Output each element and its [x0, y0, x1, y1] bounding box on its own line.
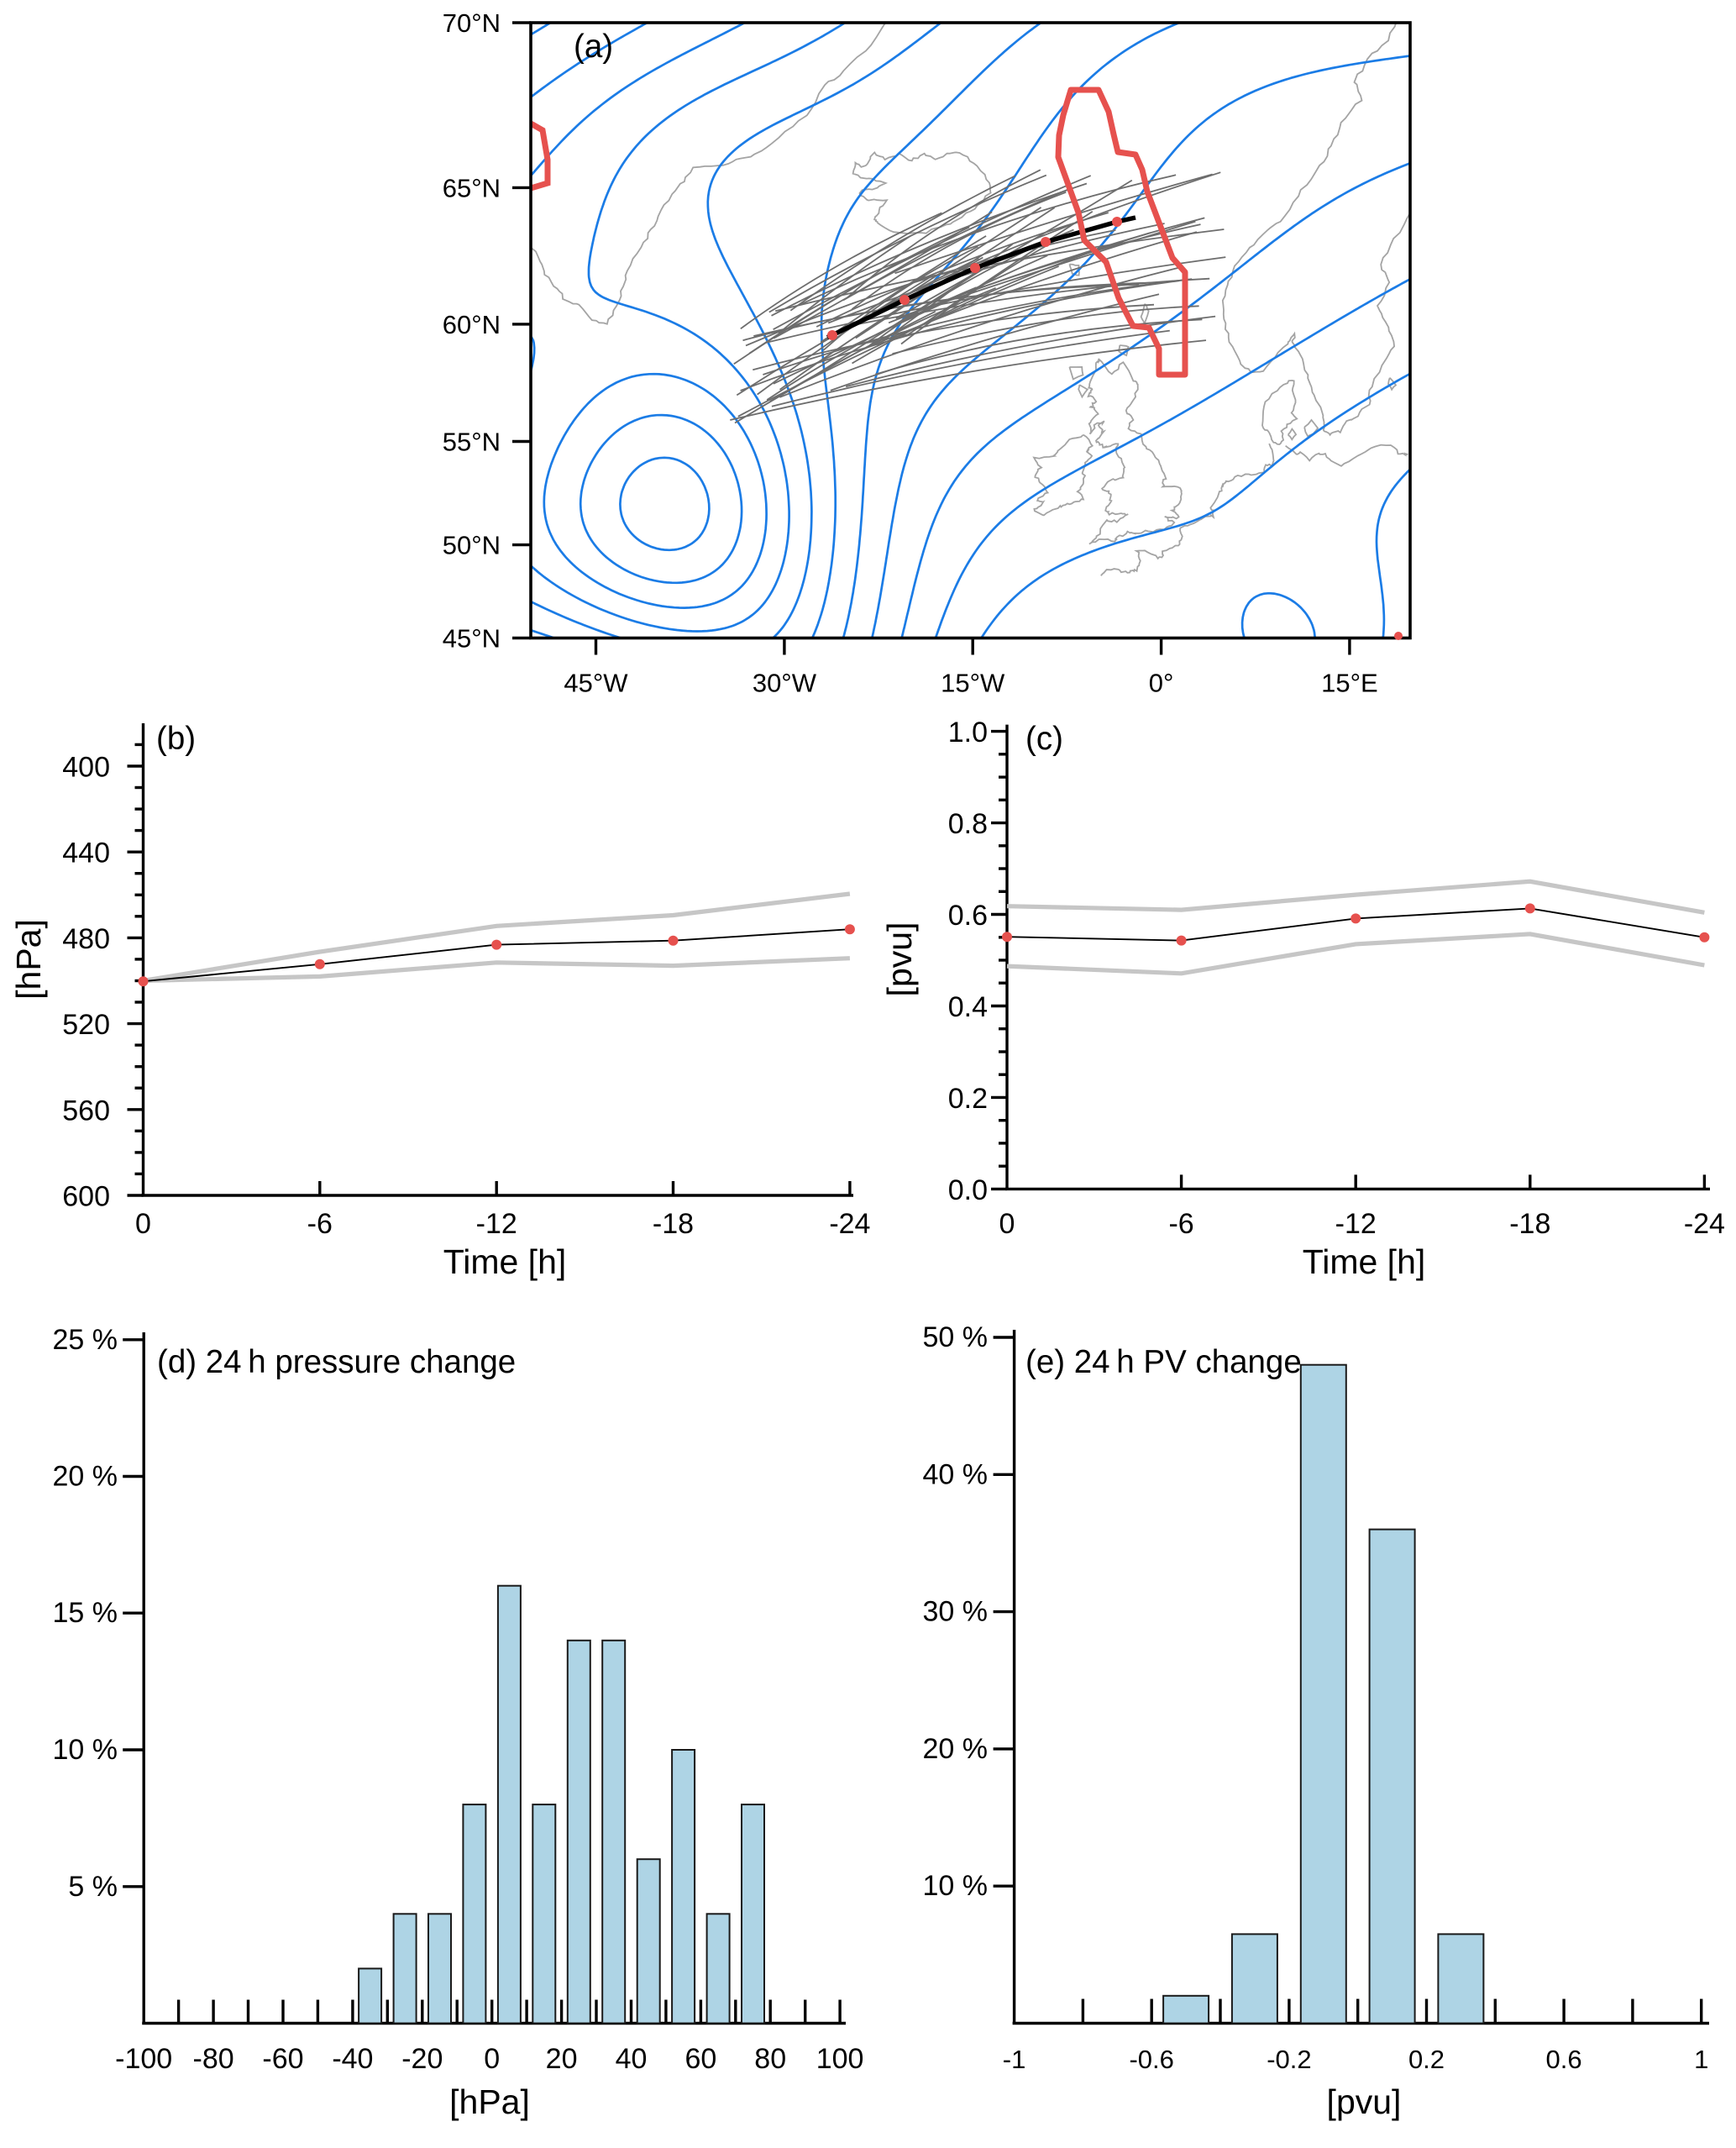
- svg-text:-18: -18: [653, 1208, 694, 1240]
- svg-text:-40: -40: [332, 2043, 373, 2075]
- svg-text:60°N: 60°N: [443, 310, 501, 339]
- svg-text:20 %: 20 %: [53, 1461, 118, 1493]
- svg-text:15 %: 15 %: [53, 1597, 118, 1629]
- svg-text:0.2: 0.2: [1408, 2045, 1445, 2074]
- svg-text:1: 1: [1694, 2045, 1708, 2074]
- svg-text:400: 400: [62, 752, 110, 784]
- svg-text:-6: -6: [1168, 1208, 1193, 1240]
- svg-text:Time [h]: Time [h]: [1303, 1242, 1426, 1281]
- svg-text:600: 600: [62, 1181, 110, 1213]
- svg-text:0.8: 0.8: [948, 808, 988, 840]
- svg-text:(b): (b): [156, 721, 196, 757]
- svg-text:0: 0: [135, 1208, 151, 1240]
- svg-text:100: 100: [816, 2043, 864, 2075]
- svg-text:10 %: 10 %: [53, 1734, 118, 1766]
- svg-text:0.6: 0.6: [948, 900, 988, 932]
- svg-text:440: 440: [62, 838, 110, 869]
- svg-text:520: 520: [62, 1009, 110, 1041]
- svg-text:-80: -80: [193, 2043, 234, 2075]
- svg-text:50 %: 50 %: [923, 1321, 989, 1353]
- svg-text:40: 40: [616, 2043, 648, 2075]
- svg-text:-60: -60: [262, 2043, 303, 2075]
- svg-text:-6: -6: [307, 1208, 333, 1240]
- svg-text:-24: -24: [1684, 1208, 1725, 1240]
- svg-text:-12: -12: [476, 1208, 517, 1240]
- svg-text:25 %: 25 %: [53, 1324, 118, 1356]
- svg-text:65°N: 65°N: [443, 173, 501, 202]
- svg-text:(a): (a): [574, 29, 613, 65]
- svg-text:[pvu]: [pvu]: [880, 922, 919, 997]
- svg-text:0°: 0°: [1149, 669, 1174, 698]
- svg-text:30 %: 30 %: [923, 1596, 989, 1628]
- svg-text:0: 0: [999, 1208, 1015, 1240]
- svg-text:10 %: 10 %: [923, 1870, 989, 1902]
- svg-text:[pvu]: [pvu]: [1327, 2082, 1402, 2121]
- svg-text:(c): (c): [1025, 721, 1063, 757]
- svg-text:(e) 24 h PV change: (e) 24 h PV change: [1025, 1344, 1302, 1380]
- svg-text:15°E: 15°E: [1321, 669, 1378, 698]
- svg-text:-0.2: -0.2: [1267, 2045, 1311, 2074]
- svg-text:30°W: 30°W: [753, 669, 817, 698]
- svg-text:5 %: 5 %: [68, 1871, 118, 1903]
- svg-text:560: 560: [62, 1095, 110, 1127]
- svg-text:[hPa]: [hPa]: [9, 919, 48, 1000]
- svg-text:-20: -20: [401, 2043, 443, 2075]
- svg-text:55°N: 55°N: [443, 428, 501, 457]
- svg-text:80: 80: [754, 2043, 786, 2075]
- svg-text:0: 0: [484, 2043, 500, 2075]
- svg-text:0.4: 0.4: [948, 991, 988, 1023]
- svg-text:40 %: 40 %: [923, 1458, 989, 1490]
- svg-text:0.0: 0.0: [948, 1174, 988, 1206]
- svg-text:480: 480: [62, 923, 110, 955]
- svg-text:1.0: 1.0: [948, 717, 988, 748]
- svg-text:-1: -1: [1003, 2045, 1026, 2074]
- svg-text:-100: -100: [115, 2043, 172, 2075]
- svg-text:45°N: 45°N: [443, 624, 501, 654]
- svg-text:45°W: 45°W: [564, 669, 628, 698]
- svg-text:(d) 24 h pressure change: (d) 24 h pressure change: [157, 1344, 516, 1380]
- svg-text:20 %: 20 %: [923, 1733, 989, 1765]
- svg-text:50°N: 50°N: [443, 531, 501, 560]
- svg-text:60: 60: [684, 2043, 716, 2075]
- svg-text:0.2: 0.2: [948, 1083, 988, 1115]
- svg-text:-18: -18: [1509, 1208, 1550, 1240]
- svg-text:-0.6: -0.6: [1129, 2045, 1173, 2074]
- svg-text:Time [h]: Time [h]: [443, 1242, 567, 1281]
- svg-text:15°W: 15°W: [941, 669, 1005, 698]
- svg-text:-24: -24: [829, 1208, 870, 1240]
- svg-text:70°N: 70°N: [443, 8, 501, 38]
- svg-text:0.6: 0.6: [1546, 2045, 1582, 2074]
- svg-text:[hPa]: [hPa]: [449, 2082, 530, 2121]
- svg-text:20: 20: [546, 2043, 578, 2075]
- svg-text:-12: -12: [1335, 1208, 1377, 1240]
